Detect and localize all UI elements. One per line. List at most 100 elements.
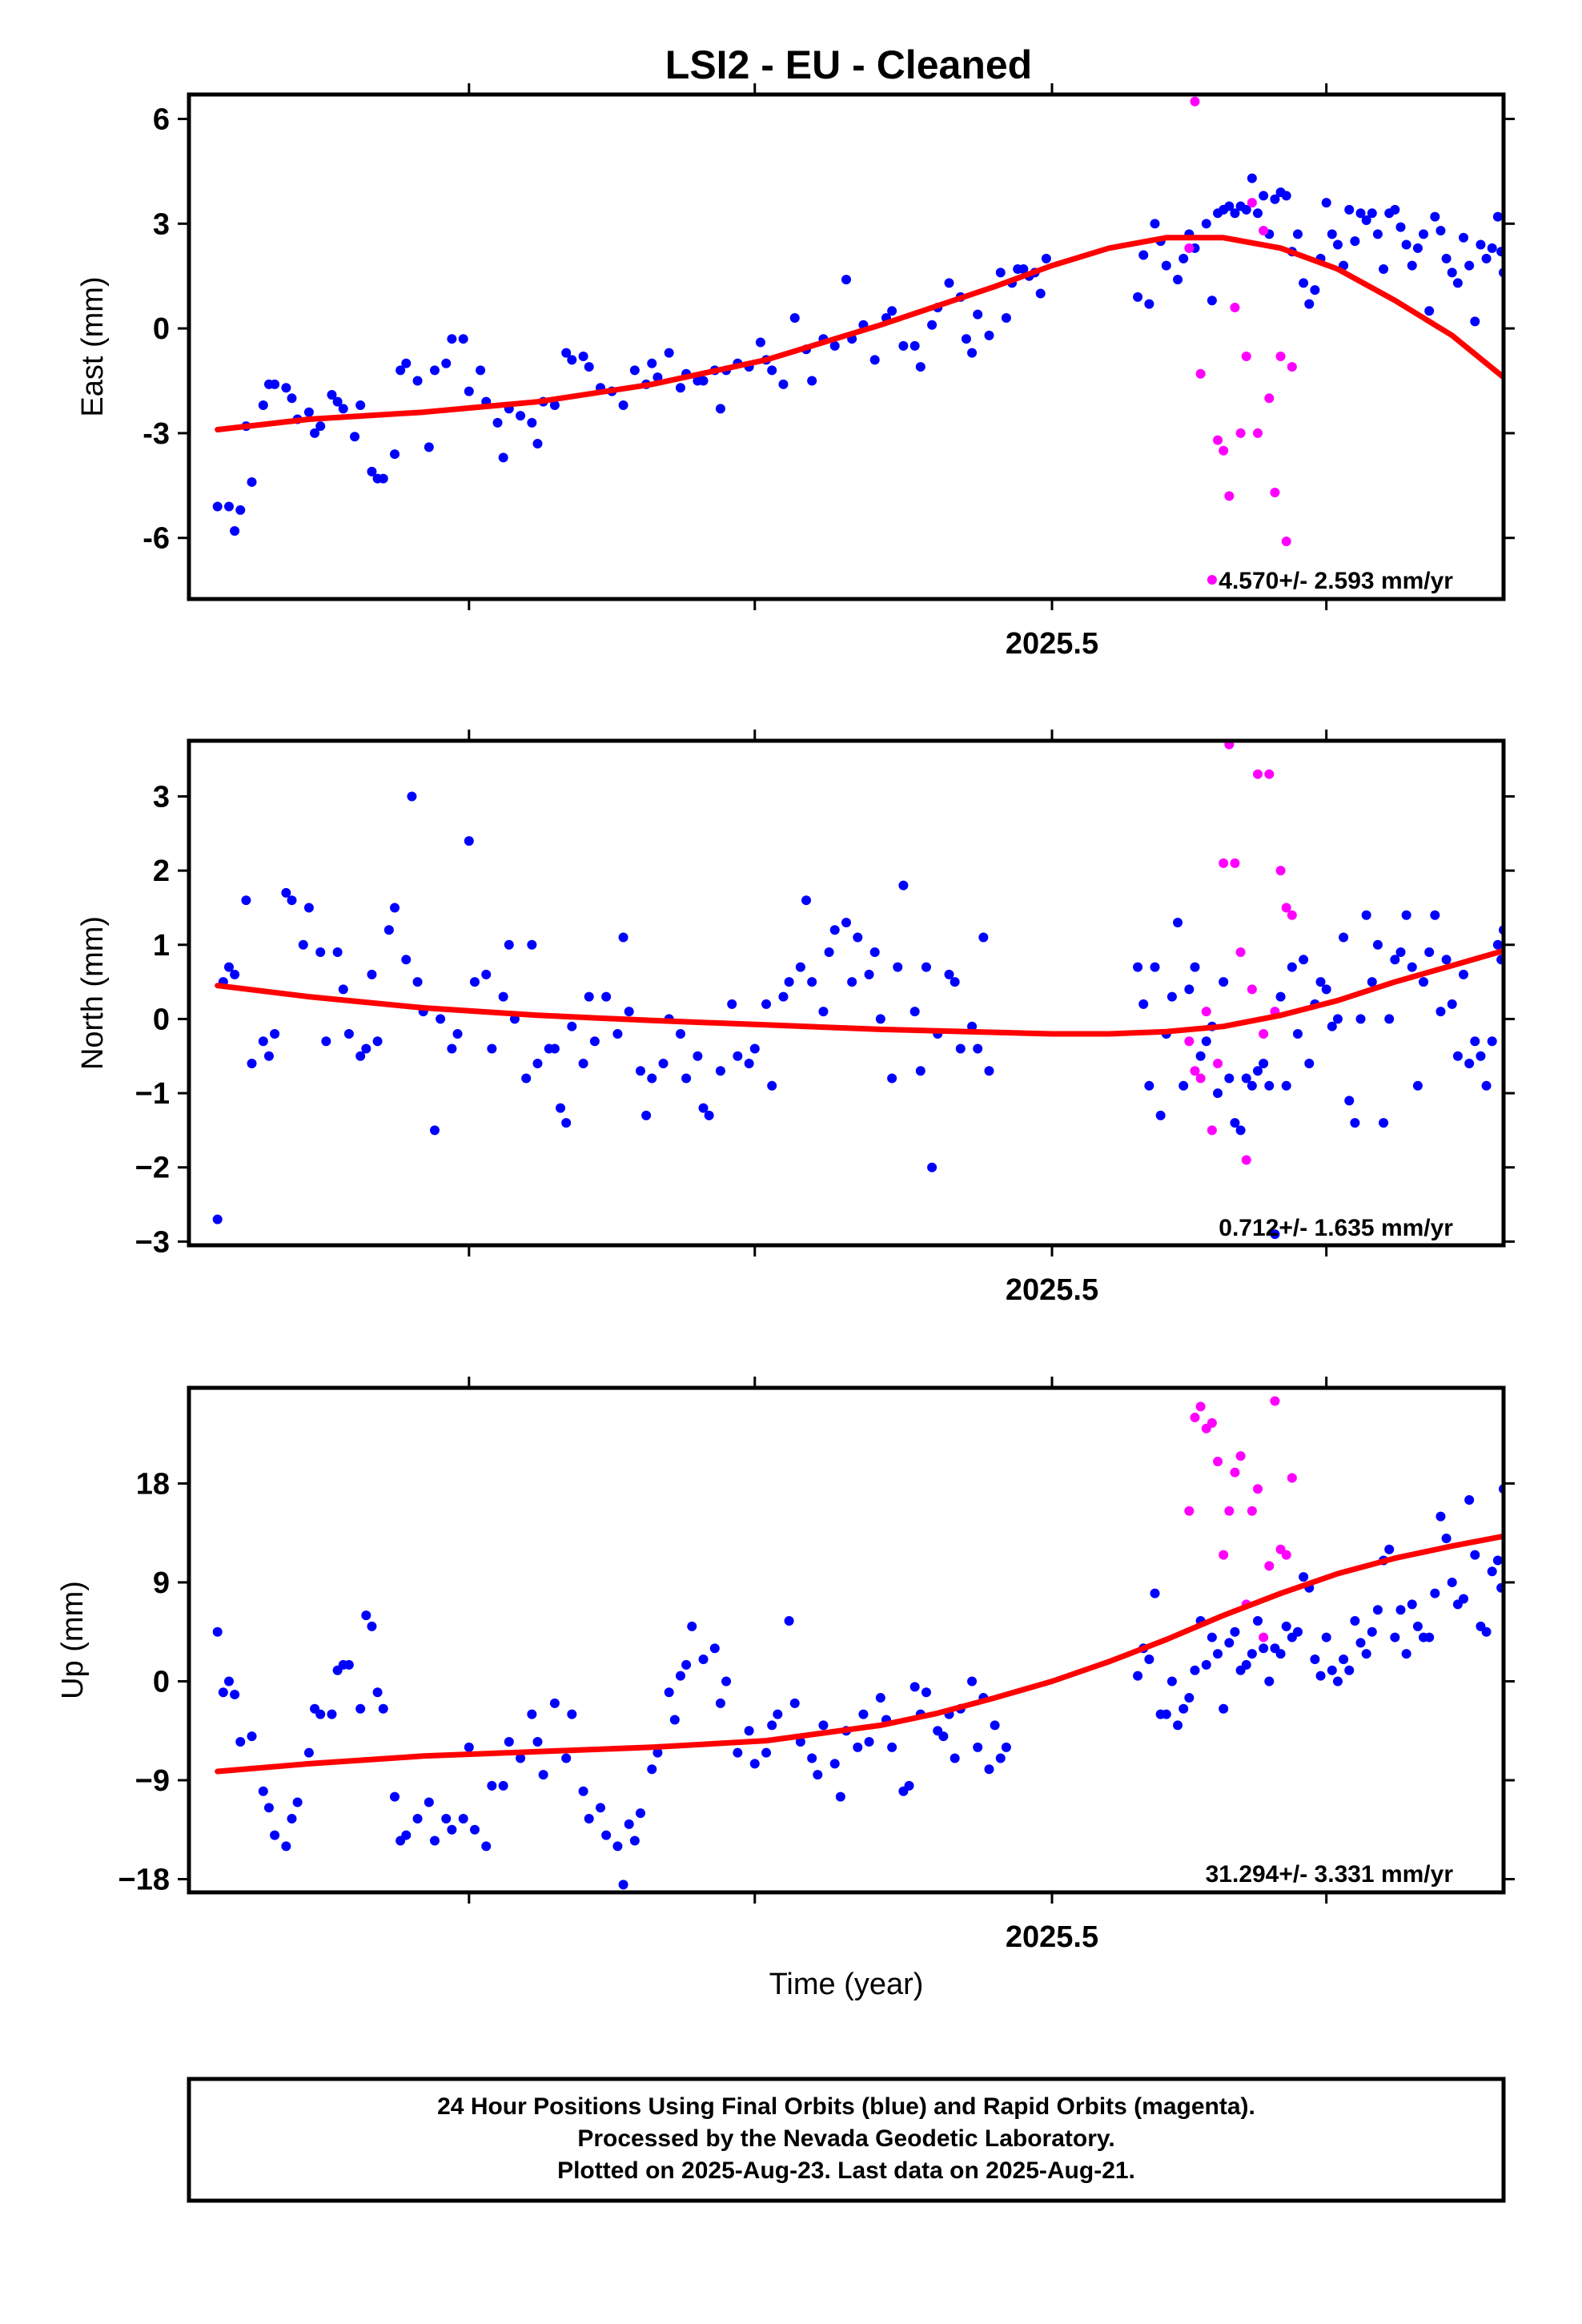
east-final-point xyxy=(527,417,537,428)
up-final-point xyxy=(1390,1632,1400,1642)
up-final-point xyxy=(1150,1588,1160,1598)
up-final-point xyxy=(749,1759,760,1769)
east-final-point xyxy=(1476,239,1486,250)
north-final-point xyxy=(909,1007,920,1017)
up-final-point xyxy=(1447,1577,1457,1587)
north-final-point xyxy=(212,1214,223,1224)
east-final-point xyxy=(327,389,337,400)
north-rapid-point xyxy=(1241,1155,1251,1165)
east-final-point xyxy=(458,334,468,344)
up-final-point xyxy=(853,1742,863,1752)
up-final-point xyxy=(675,1671,685,1681)
north-final-point xyxy=(1407,962,1417,972)
north-final-point xyxy=(355,1051,366,1061)
north-final-point xyxy=(498,991,508,1002)
up-final-point xyxy=(1321,1632,1331,1642)
east-final-point xyxy=(618,400,628,411)
up-final-point xyxy=(1332,1676,1343,1687)
footer-line-2: Processed by the Nevada Geodetic Laborat… xyxy=(577,2125,1114,2152)
north-final-point xyxy=(412,977,423,987)
east-final-point xyxy=(1138,250,1149,260)
up-rapid-point xyxy=(1259,1632,1269,1642)
up-final-point xyxy=(1470,1550,1480,1560)
up-final-point xyxy=(1241,1659,1251,1670)
up-final-point xyxy=(270,1830,280,1840)
east-final-point xyxy=(303,407,314,417)
east-final-point xyxy=(1424,306,1435,316)
east-final-point xyxy=(1310,285,1320,296)
east-final-point xyxy=(378,473,388,484)
north-final-point xyxy=(487,1043,497,1054)
east-final-point xyxy=(829,340,840,351)
up-final-point xyxy=(504,1736,514,1747)
north-final-point xyxy=(1219,977,1229,987)
north-final-point xyxy=(270,1028,280,1039)
up-final-point xyxy=(784,1615,794,1626)
north-ytick-label: 1 xyxy=(153,929,170,963)
up-final-point xyxy=(687,1621,697,1631)
east-final-point xyxy=(1321,198,1331,208)
east-final-point xyxy=(1464,260,1475,271)
up-final-point xyxy=(212,1626,223,1637)
east-final-point xyxy=(1144,299,1154,309)
up-rapid-point xyxy=(1213,1456,1223,1466)
east-final-point xyxy=(230,525,240,536)
north-final-point xyxy=(1384,1014,1395,1024)
north-final-point xyxy=(1150,962,1160,972)
footer-line-1: 24 Hour Positions Using Final Orbits (bl… xyxy=(437,2093,1255,2120)
east-final-point xyxy=(1407,260,1417,271)
east-final-point xyxy=(258,400,268,411)
north-final-point xyxy=(1184,984,1195,995)
up-final-point xyxy=(281,1841,291,1852)
up-final-point xyxy=(990,1720,1000,1731)
up-final-point xyxy=(1367,1626,1377,1637)
east-final-point xyxy=(995,267,1006,278)
up-final-point xyxy=(973,1742,983,1752)
up-final-point xyxy=(721,1676,732,1687)
up-final-point xyxy=(1224,1638,1235,1648)
east-final-point xyxy=(1327,229,1337,239)
north-rapid-point xyxy=(1184,1036,1195,1047)
north-final-point xyxy=(401,955,412,965)
up-final-point xyxy=(527,1709,537,1719)
north-final-point xyxy=(744,1059,754,1069)
north-rapid-point xyxy=(1247,984,1257,995)
east-final-point xyxy=(498,452,508,463)
north-final-point xyxy=(247,1059,257,1069)
east-final-point xyxy=(1430,211,1440,222)
up-final-point xyxy=(744,1726,754,1736)
east-rapid-point xyxy=(1213,435,1223,445)
north-final-point xyxy=(452,1028,463,1039)
east-final-point xyxy=(1041,253,1051,263)
east-final-point xyxy=(1230,208,1240,219)
north-rapid-point xyxy=(1259,1028,1269,1039)
north-final-point xyxy=(1133,962,1143,972)
north-final-point xyxy=(1235,1125,1246,1136)
up-final-point xyxy=(1230,1626,1240,1637)
east-final-point xyxy=(789,313,800,324)
up-final-point xyxy=(327,1709,337,1719)
up-xtick-label: 2025.5 xyxy=(1006,1920,1098,1954)
east-fit-line xyxy=(215,235,1504,432)
east-final-point xyxy=(270,379,280,389)
north-final-point xyxy=(1459,969,1469,979)
up-final-point xyxy=(761,1747,772,1758)
up-final-point xyxy=(1281,1621,1291,1631)
up-final-point xyxy=(263,1803,274,1813)
north-final-point xyxy=(1201,1036,1211,1047)
north-final-point xyxy=(1379,1118,1389,1128)
north-final-point xyxy=(1155,1110,1166,1120)
north-rapid-point xyxy=(1275,866,1286,876)
up-final-point xyxy=(464,1742,474,1752)
north-final-point xyxy=(578,1059,588,1069)
north-rapid-point xyxy=(1264,769,1275,779)
east-rapid-point xyxy=(1190,96,1200,107)
north-final-point xyxy=(1367,977,1377,987)
east-final-point xyxy=(898,340,909,351)
north-final-point xyxy=(1270,1229,1280,1240)
east-final-point xyxy=(247,476,257,487)
north-final-point xyxy=(1144,1080,1154,1091)
north-final-point xyxy=(921,962,931,972)
north-final-point xyxy=(504,939,514,950)
north-final-point xyxy=(733,1051,743,1061)
